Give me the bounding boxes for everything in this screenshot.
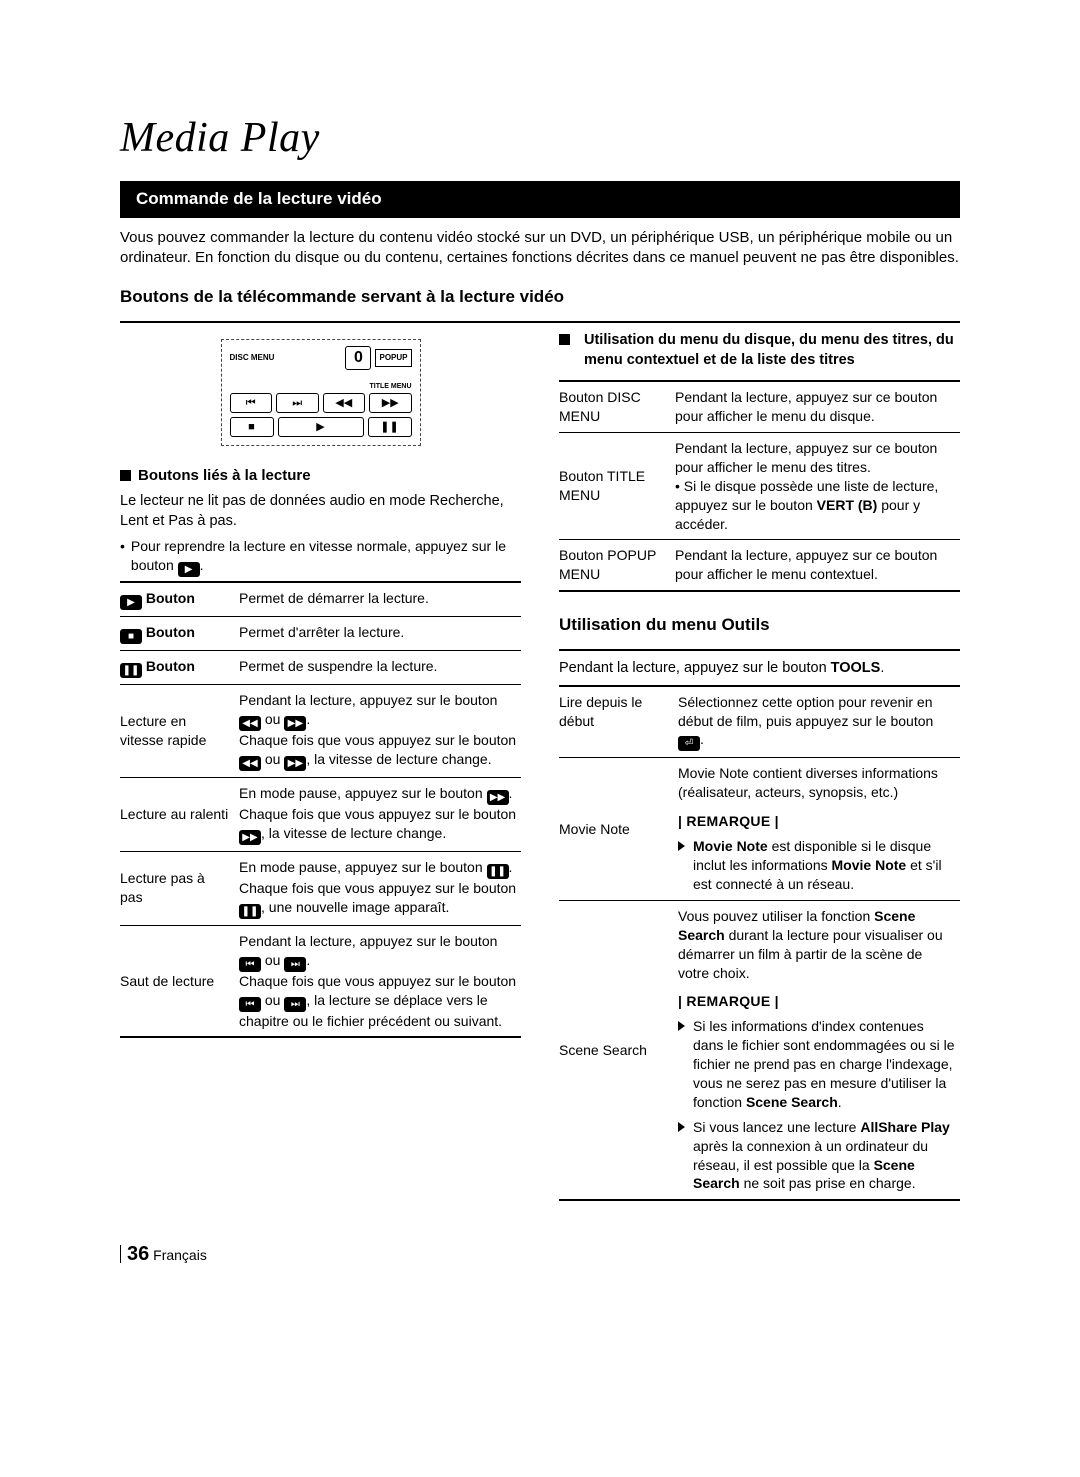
table-value: Permet d'arrêter la lecture.	[235, 617, 521, 651]
table-key: Lecture en vitesse rapide	[120, 685, 235, 778]
table-value: Pendant la lecture, appuyez sur ce bouto…	[671, 432, 960, 539]
divider	[559, 649, 960, 651]
table-value: Movie Note contient diverses information…	[674, 758, 960, 900]
left-paragraph-2: • Pour reprendre la lecture en vitesse n…	[120, 537, 521, 577]
flag-icon	[120, 470, 131, 481]
triangle-icon	[678, 841, 685, 851]
subheading-remote: Boutons de la télécommande servant à la …	[120, 286, 960, 309]
button-icon: ■	[120, 629, 142, 644]
remote-pause-button: ❚❚	[368, 417, 412, 437]
table-value: Pendant la lecture, appuyez sur le bouto…	[235, 925, 521, 1037]
table-key: Movie Note	[559, 758, 674, 900]
button-icon: ▶▶	[487, 790, 509, 805]
note-item: Si vous lancez une lecture AllShare Play…	[678, 1118, 956, 1194]
remarque-label: | REMARQUE |	[678, 812, 956, 831]
button-icon: ◀◀	[239, 756, 261, 771]
remote-skip-next-button: ⏭	[276, 393, 319, 413]
remote-forward-button: ▶▶	[369, 393, 412, 413]
table-key: ■ Bouton	[120, 617, 235, 651]
play-icon: ▶	[178, 562, 200, 577]
table-key: Saut de lecture	[120, 925, 235, 1037]
table-value: En mode pause, appuyez sur le bouton ▶▶.…	[235, 778, 521, 852]
playback-buttons-heading: Boutons liés à la lecture	[120, 466, 521, 486]
page-title: Media Play	[120, 110, 960, 167]
playback-buttons-table: ▶ BoutonPermet de démarrer la lecture.■ …	[120, 581, 521, 1038]
triangle-icon	[678, 1021, 685, 1031]
table-value: Permet de démarrer la lecture.	[235, 582, 521, 617]
table-value: Pendant la lecture, appuyez sur le bouto…	[235, 685, 521, 778]
table-value: Vous pouvez utiliser la fonction Scene S…	[674, 900, 960, 1200]
triangle-icon	[678, 1122, 685, 1132]
tools-paragraph: Pendant la lecture, appuyez sur le bouto…	[559, 659, 960, 679]
remote-disc-menu-label: DISC MENU	[230, 353, 275, 364]
button-icon: ⏭	[284, 957, 306, 972]
enter-icon: ⏎	[678, 736, 700, 751]
menu-buttons-table: Bouton DISC MENUPendant la lecture, appu…	[559, 380, 960, 592]
left-paragraph-1: Le lecteur ne lit pas de données audio e…	[120, 492, 521, 531]
remote-diagram: DISC MENU 0 POPUP TITLE MENU ⏮ ⏭ ◀◀ ▶▶ ■…	[221, 339, 421, 446]
table-key: Bouton POPUP MENU	[559, 540, 671, 591]
flag-icon	[559, 334, 570, 345]
button-icon: ▶	[120, 595, 142, 610]
remarque-label: | REMARQUE |	[678, 992, 956, 1011]
left-column: DISC MENU 0 POPUP TITLE MENU ⏮ ⏭ ◀◀ ▶▶ ■…	[120, 331, 521, 1201]
remote-title-menu-label: TITLE MENU	[370, 383, 412, 390]
intro-paragraph: Vous pouvez commander la lecture du cont…	[120, 228, 960, 269]
button-icon: ❚❚	[120, 663, 142, 678]
button-icon: ▶▶	[284, 756, 306, 771]
right-column: Utilisation du menu du disque, du menu d…	[559, 331, 960, 1201]
section-heading-bar: Commande de la lecture vidéo	[120, 181, 960, 218]
table-key: Lecture au ralenti	[120, 778, 235, 852]
note-item: Si les informations d'index contenues da…	[678, 1017, 956, 1111]
table-key: ❚❚ Bouton	[120, 651, 235, 685]
table-key: Scene Search	[559, 900, 674, 1200]
table-value: Pendant la lecture, appuyez sur ce bouto…	[671, 381, 960, 432]
table-key: ▶ Bouton	[120, 582, 235, 617]
page-number: 36	[127, 1243, 149, 1265]
remote-skip-prev-button: ⏮	[230, 393, 273, 413]
button-icon: ⏮	[239, 957, 261, 972]
table-key: Bouton DISC MENU	[559, 381, 671, 432]
table-value: Permet de suspendre la lecture.	[235, 651, 521, 685]
remote-popup-button: POPUP	[375, 349, 411, 368]
page-footer: 36 Français	[120, 1241, 960, 1268]
table-value: Sélectionnez cette option pour revenir e…	[674, 686, 960, 758]
table-key: Bouton TITLE MENU	[559, 432, 671, 539]
button-icon: ❚❚	[487, 864, 509, 879]
remote-display: 0	[345, 346, 371, 370]
page-language: Français	[153, 1247, 207, 1263]
remote-stop-button: ■	[230, 417, 274, 437]
button-icon: ⏭	[284, 997, 306, 1012]
tools-menu-table: Lire depuis le début Sélectionnez cette …	[559, 685, 960, 1202]
tools-menu-heading: Utilisation du menu Outils	[559, 614, 960, 637]
table-key: Lecture pas à pas	[120, 851, 235, 925]
button-icon: ◀◀	[239, 716, 261, 731]
button-icon: ▶▶	[284, 716, 306, 731]
table-value: Pendant la lecture, appuyez sur ce bouto…	[671, 540, 960, 591]
divider	[120, 321, 960, 323]
table-key: Lire depuis le début	[559, 686, 674, 758]
note-item: Movie Note est disponible si le disque i…	[678, 837, 956, 894]
button-icon: ▶▶	[239, 830, 261, 845]
remote-rewind-button: ◀◀	[323, 393, 366, 413]
remote-play-button: ▶	[278, 417, 364, 437]
menu-usage-heading: Utilisation du menu du disque, du menu d…	[559, 331, 960, 370]
button-icon: ⏮	[239, 997, 261, 1012]
table-value: En mode pause, appuyez sur le bouton ❚❚.…	[235, 851, 521, 925]
button-icon: ❚❚	[239, 904, 261, 919]
